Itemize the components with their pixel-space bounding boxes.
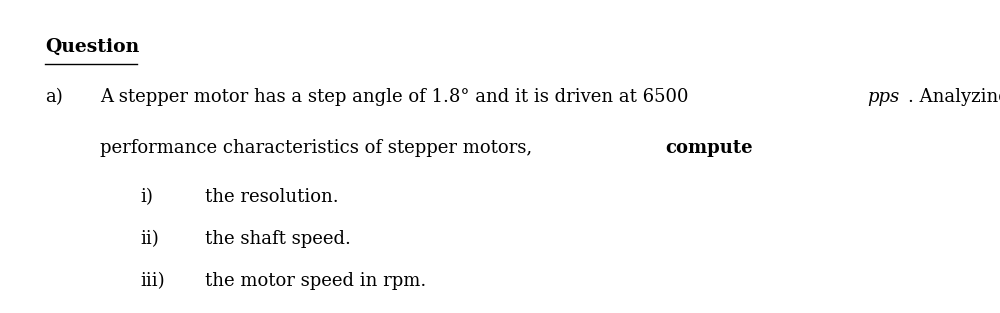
Text: ii): ii): [140, 230, 159, 248]
Text: the shaft speed.: the shaft speed.: [205, 230, 351, 248]
Text: performance characteristics of stepper motors,: performance characteristics of stepper m…: [100, 139, 538, 157]
Text: the motor speed in rpm.: the motor speed in rpm.: [205, 272, 426, 290]
Text: . Analyzing the: . Analyzing the: [908, 88, 1000, 106]
Text: compute: compute: [665, 139, 753, 157]
Text: i): i): [140, 188, 153, 206]
Text: iii): iii): [140, 272, 165, 290]
Text: pps: pps: [867, 88, 899, 106]
Text: the resolution.: the resolution.: [205, 188, 339, 206]
Text: A stepper motor has a step angle of 1.8° and it is driven at 6500: A stepper motor has a step angle of 1.8°…: [100, 88, 694, 106]
Text: Question: Question: [45, 38, 139, 56]
Text: a): a): [45, 88, 63, 106]
